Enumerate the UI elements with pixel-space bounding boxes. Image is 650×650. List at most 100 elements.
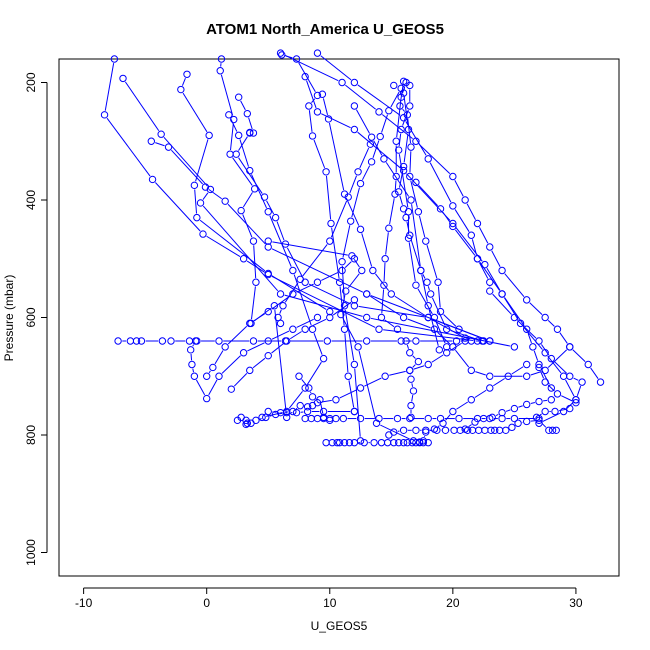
data-point [449, 219, 457, 228]
series-segment [190, 353, 193, 361]
series-segment [271, 275, 327, 310]
data-point [319, 407, 328, 416]
data-point [409, 387, 418, 395]
series-segment [384, 319, 395, 328]
data-point [455, 325, 463, 333]
data-point [185, 337, 194, 345]
data-point [305, 384, 313, 392]
data-point [252, 416, 260, 425]
data-point [350, 360, 359, 369]
series-segment [206, 235, 241, 257]
data-point [504, 372, 512, 380]
data-point [350, 302, 359, 310]
series-segment [542, 412, 561, 422]
data-point [308, 132, 317, 140]
data-point [486, 243, 494, 251]
data-point [313, 313, 322, 322]
series-segment [286, 247, 304, 279]
series-segment [474, 389, 487, 398]
data-point [541, 407, 549, 416]
data-point [148, 175, 157, 184]
series-segment [372, 140, 380, 158]
data-point [532, 413, 541, 422]
series-segment [422, 273, 426, 279]
series-segment [313, 333, 323, 355]
series-segment [230, 118, 238, 132]
data-point [246, 319, 254, 328]
data-point [332, 414, 340, 423]
data-point [407, 143, 415, 151]
series-segment [437, 331, 451, 345]
series-segment [242, 214, 253, 238]
data-point [479, 337, 488, 345]
data-point [234, 93, 243, 101]
series-32 [385, 416, 560, 439]
data-point [303, 407, 312, 416]
data-point [449, 202, 457, 210]
series-segment [251, 174, 267, 209]
series-segment [208, 379, 218, 396]
y-axis-label: Pressure (mbar) [2, 275, 16, 362]
data-point [366, 140, 375, 148]
series-3 [147, 137, 494, 345]
series-segment [518, 405, 523, 408]
data-point [316, 396, 324, 404]
data-point [337, 310, 345, 319]
series-segment [437, 425, 440, 428]
data-point [313, 414, 322, 423]
data-point [467, 231, 476, 239]
data-point [392, 137, 400, 145]
series-segment [426, 245, 438, 279]
data-point [110, 55, 119, 63]
series-segment [272, 241, 348, 256]
series-segment [373, 140, 383, 156]
series-segment [505, 409, 511, 412]
series-segment [269, 215, 292, 267]
series-segment [547, 355, 562, 374]
data-point [338, 78, 346, 87]
data-point [249, 129, 258, 137]
series-segment [106, 117, 151, 177]
data-point [486, 372, 494, 380]
data-point [541, 366, 549, 375]
data-point [406, 102, 414, 110]
y-axis: 200 400 600 800 1000 [24, 72, 48, 566]
data-point [417, 266, 425, 275]
data-point [279, 302, 287, 310]
series-segment [475, 371, 486, 376]
series-segment [573, 377, 579, 381]
series-segment [269, 415, 272, 417]
data-point [486, 337, 494, 345]
series-16 [396, 77, 463, 333]
y-tick-label: 400 [24, 190, 38, 210]
data-point [227, 385, 236, 393]
data-point [514, 419, 522, 427]
data-point [375, 108, 383, 116]
series-segment [348, 380, 355, 408]
data-point [430, 313, 439, 322]
data-point [301, 414, 309, 423]
series-segment [547, 384, 555, 392]
series-segment [411, 394, 414, 402]
data-point [342, 287, 350, 295]
data-point [323, 337, 332, 345]
y-tick-label: 1000 [24, 539, 38, 566]
data-point [333, 438, 341, 447]
series-segment [431, 318, 487, 340]
data-point [375, 414, 383, 423]
series-segment [276, 221, 285, 241]
series-segment [398, 133, 402, 146]
data-point [183, 70, 191, 78]
series-segment [347, 273, 360, 289]
series-segment [271, 343, 284, 354]
data-point [412, 337, 420, 345]
data-point [522, 417, 531, 426]
series-segment [561, 395, 573, 402]
data-point [430, 325, 439, 333]
data-point [167, 337, 175, 345]
series-segment [431, 354, 444, 363]
data-point [412, 281, 420, 289]
series-segment [389, 370, 406, 376]
data-point [516, 319, 525, 328]
data-point [301, 72, 309, 81]
